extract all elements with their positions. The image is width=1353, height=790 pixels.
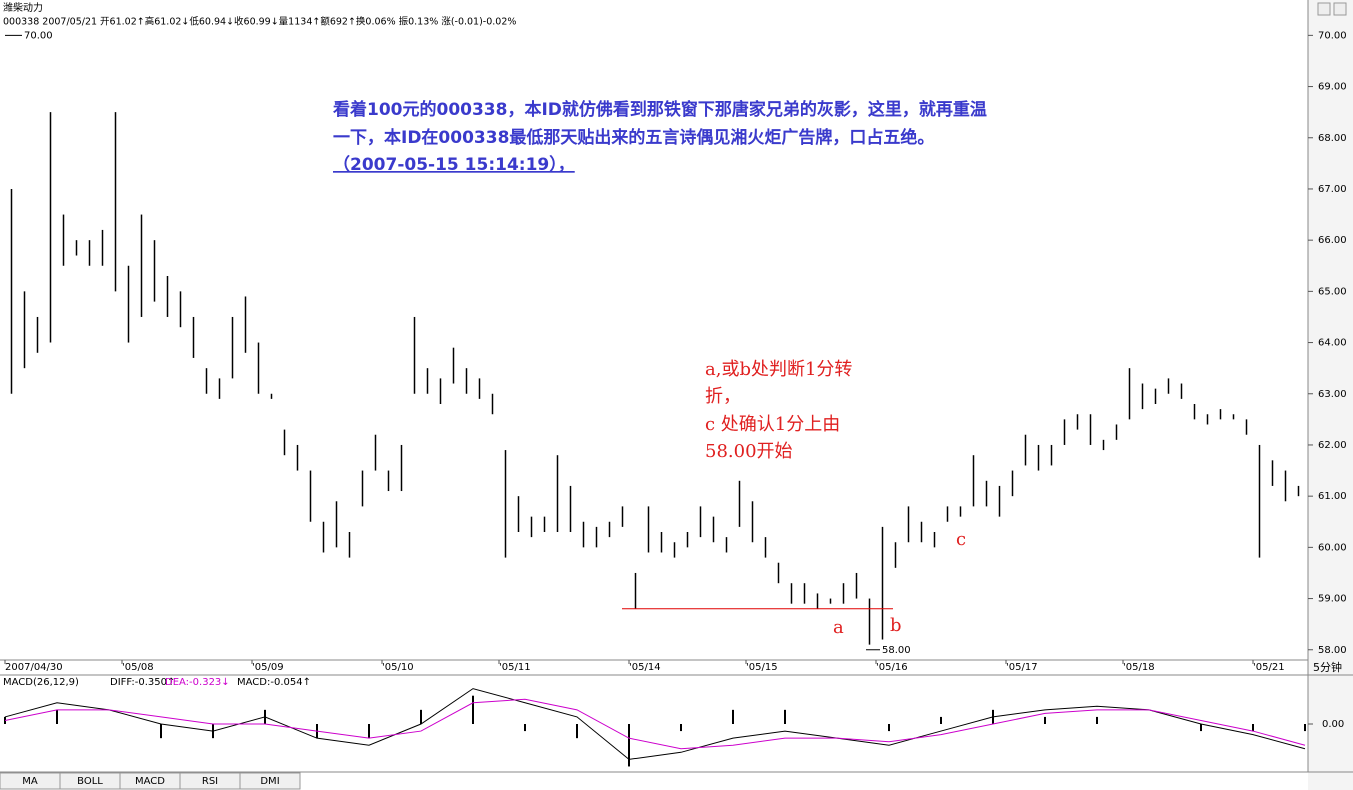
y-tick-label: 68.00 [1318,133,1347,144]
x-tick-label: '05/11 [499,662,531,673]
x-tick-label: '05/10 [382,662,414,673]
x-tick-label: '05/18 [1123,662,1155,673]
x-tick-label: '05/16 [876,662,908,673]
window-button[interactable] [1333,2,1347,16]
y-tick-label: 58.00 [1318,645,1347,656]
y-tick-label: 66.00 [1318,235,1347,246]
y-tick-label: 59.00 [1318,594,1347,605]
tab-label[interactable]: RSI [202,776,218,787]
y-tick-label: 69.00 [1318,82,1347,93]
tab-label[interactable]: DMI [260,776,279,787]
annotation: 一下，本ID在000338最低那天贴出来的五言诗偶见湘火炬广告牌，口占五绝。 [333,127,934,148]
x-tick-label: '05/21 [1253,662,1285,673]
annotation: 看着100元的000338，本ID就仿佛看到那铁窗下那唐家兄弟的灰影，这里，就再… [332,99,987,120]
y-tick-label: 62.00 [1318,440,1347,451]
note: 58.00开始 [705,441,793,462]
note: 折， [705,386,741,407]
low-label: 58.00 [882,645,911,656]
y-tick-label: 64.00 [1318,338,1347,349]
tab[interactable] [239,772,301,790]
y-tick-label: 70.00 [1318,30,1347,41]
high-label: 70.00 [24,30,53,41]
point-label: b [890,615,902,636]
macd-legend: DIFF:-0.350↑ [110,677,175,688]
window-button[interactable] [1317,2,1331,16]
x-tick-label: '05/17 [1006,662,1038,673]
point-label: a [833,617,844,638]
point-label: c [956,529,966,550]
dea-line [4,698,1306,750]
macd-legend: MACD:-0.054↑ [237,677,311,688]
period-label: 5分钟 [1313,660,1342,674]
y-tick-label: 61.00 [1318,491,1347,502]
y-tick-label: 0.00 [1322,719,1344,730]
x-tick-label: '05/14 [629,662,661,673]
chart-title: 潍柴动力 [3,1,43,14]
y-tick-label: 60.00 [1318,542,1347,553]
y-tick-label: 65.00 [1318,286,1347,297]
tab-label[interactable]: MACD [135,776,165,787]
macd-title: MACD(26,12,9) [3,677,79,688]
x-tick-label: '05/09 [252,662,284,673]
macd-legend: DEA:-0.323↓ [165,677,230,688]
annotation: （2007-05-15 15:14:19）， [333,154,575,175]
x-tick-label: 2007/04/30 [5,662,63,673]
tab-label[interactable]: BOLL [77,776,103,787]
note: c 处确认1分上由 [705,414,840,435]
axis-strip [1308,0,1353,790]
tab-label[interactable]: MA [22,776,38,787]
y-tick-label: 67.00 [1318,184,1347,195]
x-tick-label: '05/15 [746,662,778,673]
diff-line [4,688,1306,760]
quote-info: 000338 2007/05/21 开61.02↑高61.02↓低60.94↓收… [3,16,516,28]
note: a,或b处判断1分转 [705,359,852,380]
x-tick-label: '05/08 [122,662,154,673]
y-tick-label: 63.00 [1318,389,1347,400]
